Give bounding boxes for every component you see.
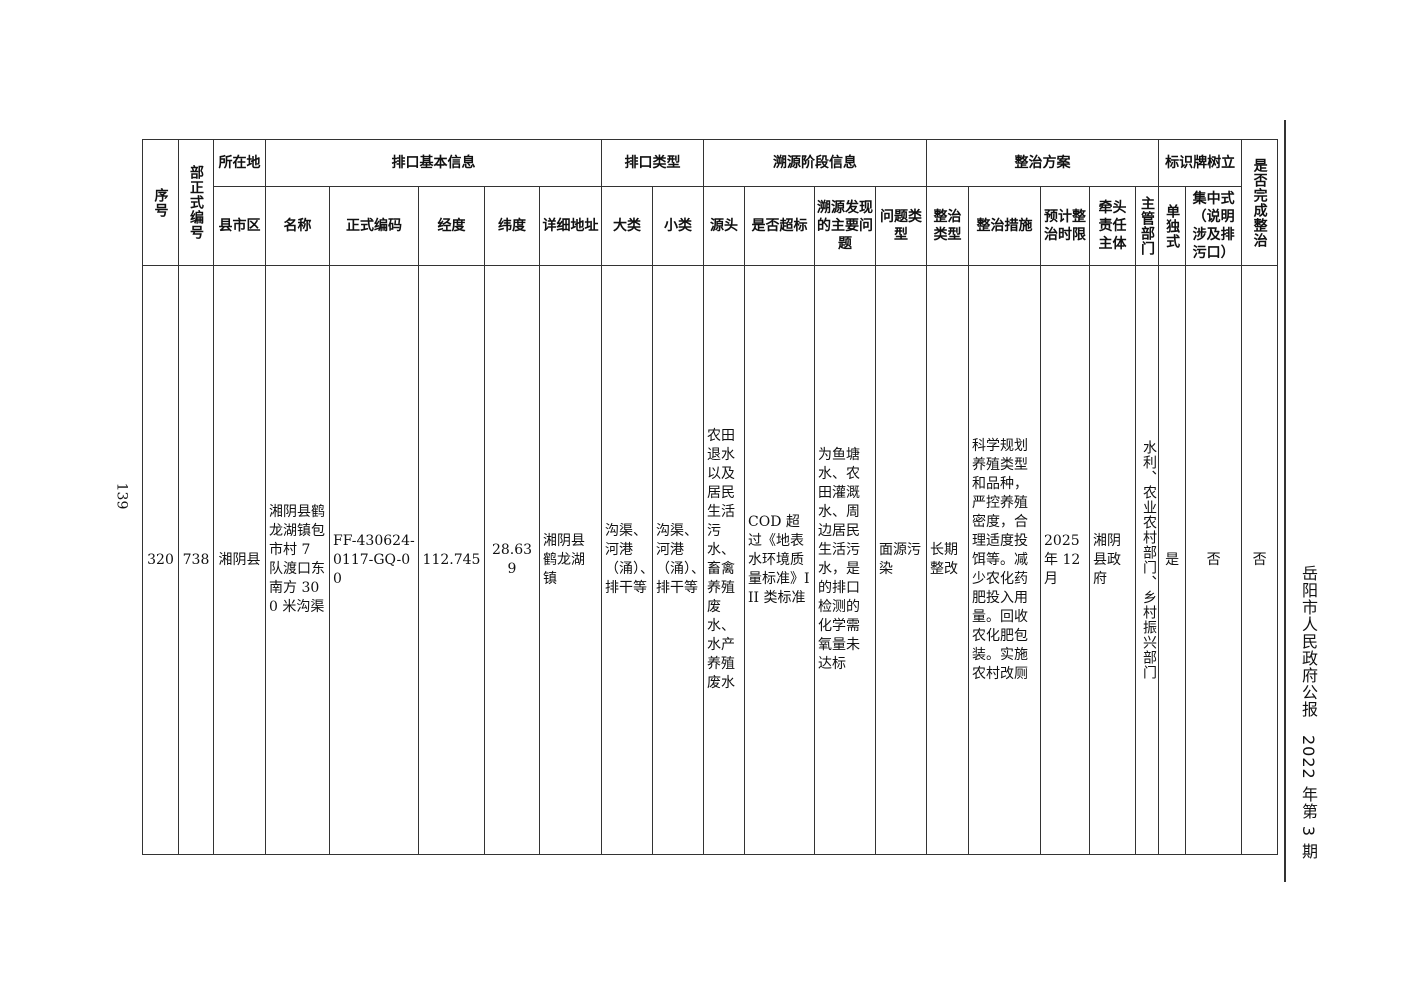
header-outlet-type: 排口类型: [601, 139, 705, 187]
header-latitude: 纬度: [484, 186, 540, 266]
header-name: 名称: [265, 186, 330, 266]
cell-address: 湘阴县鹤龙湖镇: [538, 265, 603, 855]
cell-seq: 320: [142, 265, 179, 855]
header-row-1: 序号 部正式编号 所在地 排口基本信息 排口类型 溯源阶段信息 整治方案 标识牌…: [142, 139, 1279, 266]
cell-main-problem: 为鱼塘水、农田灌溉水、周边居民生活污水，是的排口检测的化学需氧量未达标: [814, 265, 877, 855]
header-formal-code: 正式编码: [329, 186, 419, 266]
cell-formal-no: 738: [178, 265, 214, 855]
cell-deadline: 2025 年 12 月: [1040, 265, 1091, 855]
header-longitude: 经度: [418, 186, 485, 266]
header-formal-no: 部正式编号: [178, 139, 214, 266]
cell-standalone: 是: [1158, 265, 1187, 855]
header-lead-entity: 牵头责任主体: [1089, 186, 1137, 266]
header-dept: 主管部门: [1135, 186, 1160, 266]
cell-longitude: 112.745: [418, 265, 485, 855]
header-row-2: 县市区 名称 正式编码 经度 纬度 详细地址 大类 小类 源头 是否超标 溯源发…: [143, 186, 1278, 266]
header-major-class: 大类: [601, 186, 654, 266]
cell-latitude: 28.639: [484, 265, 540, 855]
header-basic-info: 排口基本信息: [264, 139, 603, 187]
cell-county: 湘阴县: [213, 265, 266, 855]
header-measures: 整治措施: [968, 186, 1042, 266]
cell-completed: 否: [1241, 265, 1279, 855]
outlet-table: 序号 部正式编号 所在地 排口基本信息 排口类型 溯源阶段信息 整治方案 标识牌…: [142, 139, 1279, 855]
header-main-problem: 溯源发现的主要问题: [814, 186, 877, 266]
header-trace-info: 溯源阶段信息: [703, 139, 928, 187]
header-standalone: 单独式: [1158, 186, 1187, 266]
header-county: 县市区: [213, 186, 266, 266]
header-centralized: 集中式（说明涉及排污口）: [1185, 186, 1243, 266]
header-exceeds: 是否超标: [744, 186, 816, 266]
cell-minor-class: 沟渠、河港（涌）、排干等: [652, 265, 705, 855]
running-head: 岳阳市人民政府公报 2022 年第 3 期: [1299, 565, 1318, 861]
header-source: 源头: [703, 186, 746, 266]
header-rect-type: 整治类型: [926, 186, 970, 266]
table-row: 320 738 湘阴县 湘阴县鹤龙湖镇包市村 7 队渡口东南方 300 米沟渠 …: [142, 265, 1279, 855]
cell-problem-type: 面源污染: [875, 265, 928, 855]
margin-rule: [1284, 120, 1286, 882]
cell-rect-type: 长期整改: [926, 265, 970, 855]
header-rectification-plan: 整治方案: [926, 139, 1160, 187]
header-minor-class: 小类: [652, 186, 705, 266]
header-signboard: 标识牌树立: [1158, 139, 1243, 187]
header-problem-type: 问题类型: [875, 186, 928, 266]
header-address: 详细地址: [538, 186, 603, 266]
header-deadline: 预计整治时限: [1040, 186, 1091, 266]
cell-lead-entity: 湘阴县政府: [1089, 265, 1137, 855]
header-location: 所在地: [213, 139, 266, 187]
cell-exceeds: COD 超过《地表水环境质量标准》III 类标准: [744, 265, 816, 855]
cell-name: 湘阴县鹤龙湖镇包市村 7 队渡口东南方 300 米沟渠: [265, 265, 330, 855]
page-number: 139: [113, 482, 130, 510]
cell-major-class: 沟渠、河港（涌）、排干等: [601, 265, 654, 855]
cell-centralized: 否: [1185, 265, 1243, 855]
cell-dept: 水利、农业农村部门、乡村振兴部门: [1135, 265, 1160, 855]
cell-formal-code: FF-430624-0117-GQ-00: [329, 265, 419, 855]
header-seq: 序号: [142, 139, 179, 266]
header-completed: 是否完成整治: [1241, 139, 1279, 266]
cell-source: 农田退水以及居民生活污水、畜禽养殖废水、水产养殖废水: [703, 265, 746, 855]
cell-measures: 科学规划养殖类型和品种，严控养殖密度，合理适度投饵等。减少农化药肥投入用量。回收…: [968, 265, 1042, 855]
